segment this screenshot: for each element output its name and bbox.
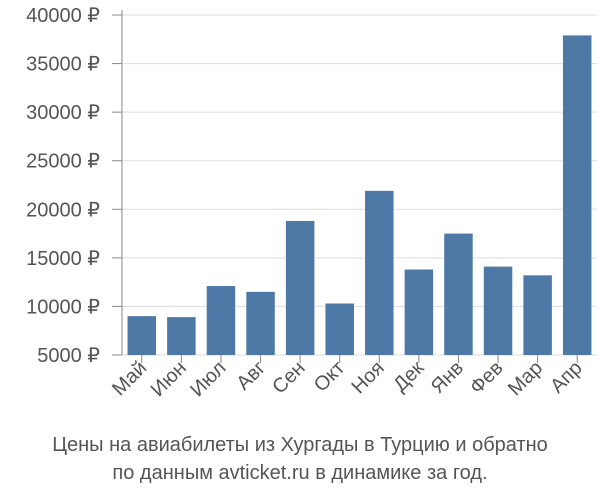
bars [127,35,592,356]
y-tick-label: 10000 ₽ [26,296,100,318]
x-tick-label: Май [108,357,151,400]
x-tick-label: Апр [546,357,587,398]
x-tick-label: Дек [389,357,428,396]
bar [404,269,434,355]
chart-caption-line-1: Цены на авиабилеты из Хургады в Турцию и… [52,434,548,456]
bar [127,316,157,355]
bar [365,190,394,355]
y-tick-label: 5000 ₽ [37,345,100,367]
bar [444,233,473,355]
y-tick-label: 30000 ₽ [26,102,100,124]
x-tick-label: Мар [504,357,547,400]
x-tick-label: Фев [466,357,508,399]
x-tick-label: Ноя [348,357,389,398]
bar [167,317,196,355]
bar [206,286,236,355]
gridlines [122,14,597,356]
x-tick-label: Окт [310,357,349,396]
x-tick-label: Янв [427,357,468,398]
chart-caption-line-2: по данным avticket.ru в динамике за год. [112,462,488,484]
bar [325,303,354,355]
x-tick-label: Сен [268,357,309,398]
y-tick-label: 15000 ₽ [26,248,100,270]
x-tick-label: Июн [147,357,191,401]
bar [562,35,592,356]
bar [523,275,552,355]
x-tick-label: Авг [232,357,270,395]
y-tick-label: 35000 ₽ [26,54,100,76]
x-tick-label: Июл [186,357,230,401]
bar [483,266,513,355]
y-tick-label: 25000 ₽ [26,151,100,173]
y-tick-label: 40000 ₽ [26,5,100,27]
y-axis-ticks: 5000 ₽ 10000 ₽ 15000 ₽ 20000 ₽ 25000 ₽ 30000 … [26,5,122,367]
bar [246,291,275,355]
bar [285,220,315,355]
y-tick-label: 20000 ₽ [26,199,100,221]
